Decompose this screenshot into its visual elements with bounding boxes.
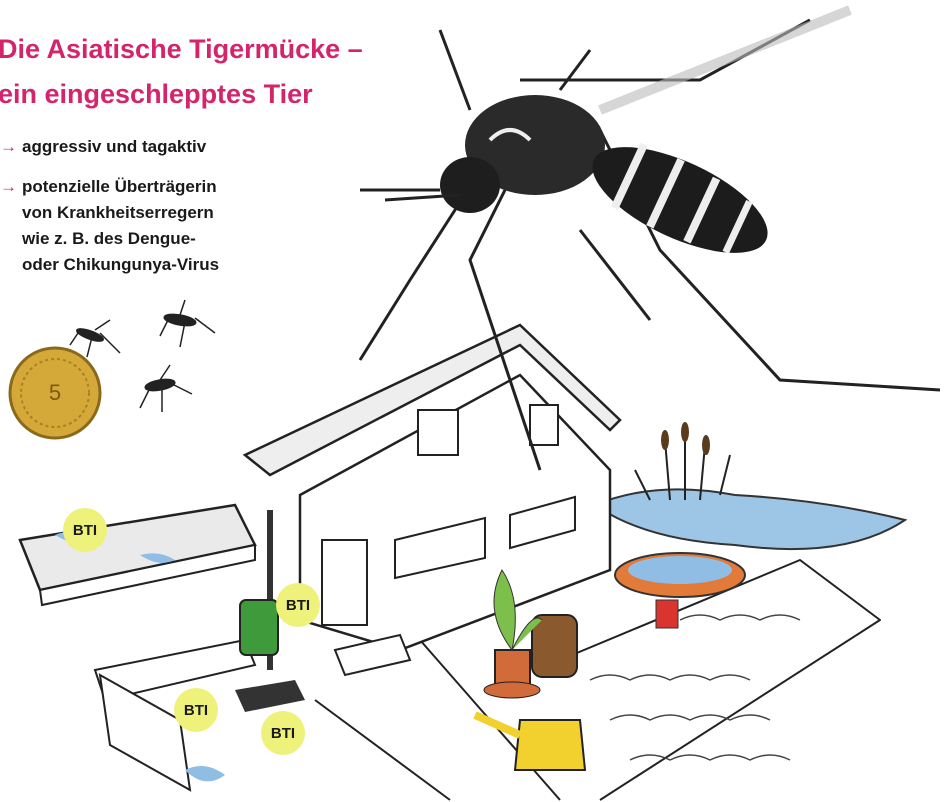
title-line: ein eingeschlepptes Tier	[0, 79, 313, 109]
title-line: Die Asiatische Tigermücke –	[0, 34, 363, 64]
coin-label: 5	[49, 380, 61, 405]
bullet-text: von Krankheitserregern	[22, 203, 214, 222]
pond	[595, 422, 905, 549]
bullet-text: aggressiv und tagaktiv	[22, 137, 207, 156]
illustration: 5 BTI BTI BTI BTI Die Asiatische Tigermü…	[0, 0, 945, 802]
bullet-text: oder Chikungunya-Virus	[22, 255, 219, 274]
bti-label: BTI	[286, 597, 310, 614]
coin: 5	[10, 348, 100, 438]
bti-label: BTI	[73, 522, 97, 539]
bti-label: BTI	[271, 725, 295, 742]
bullet-text: wie z. B. des Dengue-	[21, 229, 196, 248]
bullet-text: potenzielle Überträgerin	[22, 177, 217, 196]
bti-label: BTI	[184, 702, 208, 719]
carport	[20, 505, 270, 790]
pool	[615, 553, 745, 628]
bullet-marker: →	[0, 137, 17, 156]
mosquito	[360, 10, 940, 470]
bullet-marker: →	[0, 177, 17, 196]
